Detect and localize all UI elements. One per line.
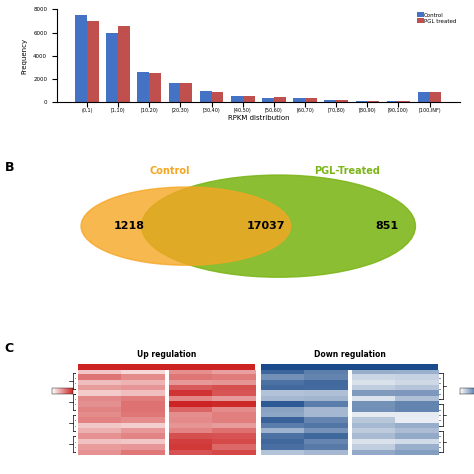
Text: C: C xyxy=(5,342,14,355)
Bar xyxy=(181,83,192,102)
Text: B: B xyxy=(5,161,14,173)
Text: Down regulation: Down regulation xyxy=(314,350,386,359)
Text: 1218: 1218 xyxy=(114,221,145,231)
Circle shape xyxy=(142,175,415,277)
Y-axis label: Frequency: Frequency xyxy=(22,37,27,74)
Bar xyxy=(106,33,118,102)
Legend: Control, PGL treated: Control, PGL treated xyxy=(416,12,457,25)
Bar xyxy=(262,98,274,102)
Bar xyxy=(305,98,317,102)
Bar xyxy=(243,96,255,102)
Bar xyxy=(75,15,87,102)
Bar xyxy=(418,92,429,102)
Bar xyxy=(293,98,305,102)
Text: 17037: 17037 xyxy=(247,221,286,231)
Bar xyxy=(118,26,130,102)
Bar xyxy=(231,96,243,102)
Bar xyxy=(429,91,441,102)
X-axis label: RPKM distribution: RPKM distribution xyxy=(228,115,289,120)
Bar xyxy=(169,83,181,102)
Bar xyxy=(87,21,99,102)
Bar xyxy=(211,92,223,102)
Bar xyxy=(367,100,379,102)
Bar xyxy=(387,101,399,102)
Text: Up regulation: Up regulation xyxy=(137,350,197,359)
Text: 851: 851 xyxy=(376,221,399,231)
Bar xyxy=(336,100,348,102)
Bar xyxy=(274,97,286,102)
Bar xyxy=(200,91,211,102)
Bar xyxy=(137,72,149,102)
Circle shape xyxy=(81,187,291,265)
Bar xyxy=(324,100,336,102)
Bar xyxy=(399,101,410,102)
Text: Control: Control xyxy=(149,165,190,175)
Bar xyxy=(149,73,161,102)
Bar xyxy=(356,101,367,102)
Text: PGL-Treated: PGL-Treated xyxy=(314,165,380,175)
